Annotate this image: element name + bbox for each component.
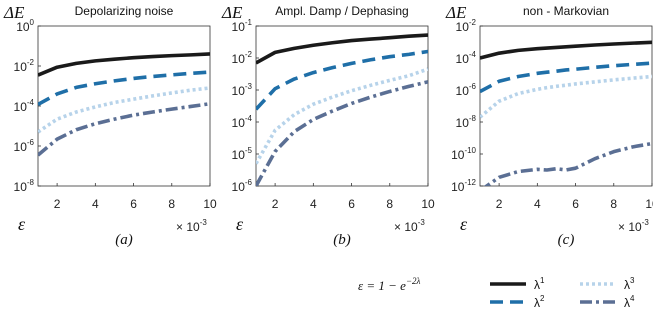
y-tick-label: 10-10 — [451, 146, 476, 162]
y-tick-label: 10-8 — [14, 178, 35, 194]
y-tick-label: 10-2 — [456, 18, 477, 34]
legend: ε = 1 − e−2λ λ1 λ2 λ3 λ4 — [358, 276, 635, 310]
legend-label-λ4: λ4 — [624, 294, 635, 310]
legend-formula: ε = 1 − e−2λ — [358, 276, 421, 293]
series-line-λ1 — [38, 52, 210, 77]
chart-title: Depolarizing noise — [75, 4, 174, 18]
x-tick-label: 8 — [386, 197, 393, 211]
x-tick-label: 2 — [272, 197, 279, 211]
series-line-λ2 — [256, 49, 428, 111]
x-tick-label: 4 — [310, 197, 317, 211]
legend-label-λ1: λ1 — [534, 276, 545, 292]
plot-frame — [479, 25, 653, 187]
y-axis-label: ΔE — [221, 3, 243, 22]
x-multiplier: × 10-3 — [176, 218, 207, 234]
y-tick-label: 10-6 — [14, 138, 35, 154]
x-axis-label: ε — [460, 214, 468, 234]
y-tick-label: 10-1 — [232, 18, 253, 34]
series-line-λ2 — [38, 70, 210, 106]
y-tick-label: 10-5 — [232, 146, 253, 162]
y-tick-label: 10-4 — [14, 98, 35, 114]
series-line-λ4 — [38, 101, 210, 157]
series-line-λ4 — [483, 141, 652, 186]
series-line-λ3 — [480, 74, 652, 119]
series-line-λ3 — [38, 86, 210, 134]
y-tick-label: 10-12 — [451, 178, 476, 194]
panel-label: (a) — [115, 232, 133, 248]
series-line-λ1 — [480, 40, 652, 60]
legend-label-λ3: λ3 — [624, 276, 635, 292]
y-axis-label: ΔE — [445, 3, 467, 22]
x-tick-label: 2 — [496, 197, 503, 211]
panel-c: 10-12 10-10 10-8 10-6 10-4 10-2 2 4 6 8 10 non - Ma… — [445, 3, 653, 248]
chart-title: non - Markovian — [523, 4, 609, 18]
x-axis-label: ε — [18, 214, 26, 234]
chart-title: Ampl. Damp / Dephasing — [275, 4, 408, 18]
panel-b: 10-6 10-5 10-4 10-3 10-2 10-1 2 4 6 8 10 Ampl. Damp… — [221, 3, 435, 248]
x-multiplier: × 10-3 — [394, 218, 425, 234]
x-tick-label: 8 — [610, 197, 617, 211]
x-tick-label: 4 — [534, 197, 541, 211]
y-tick-label: 10-4 — [232, 114, 253, 130]
y-tick-label: 10-2 — [14, 58, 35, 74]
x-tick-label: 6 — [572, 197, 579, 211]
y-tick-label: 10-4 — [456, 50, 477, 66]
panel-label: (b) — [333, 232, 351, 248]
plot-frame — [255, 25, 429, 187]
x-axis-label: ε — [236, 214, 244, 234]
y-tick-label: 10-8 — [456, 114, 477, 130]
series-line-λ2 — [480, 61, 652, 94]
series-line-λ4 — [256, 80, 428, 186]
series-line-λ3 — [256, 67, 428, 165]
y-tick-label: 10-6 — [456, 82, 477, 98]
x-tick-label: 4 — [92, 197, 99, 211]
series-line-λ1 — [256, 33, 428, 65]
x-tick-label: 10 — [421, 197, 435, 211]
x-tick-label: 10 — [645, 197, 653, 211]
x-tick-label: 6 — [348, 197, 355, 211]
panel-label: (c) — [558, 232, 575, 248]
y-tick-label: 10-6 — [232, 178, 253, 194]
y-tick-label: 10-3 — [232, 82, 253, 98]
x-tick-label: 10 — [203, 197, 217, 211]
x-tick-label: 2 — [54, 197, 61, 211]
x-tick-label: 6 — [130, 197, 137, 211]
y-axis-label: ΔE — [3, 3, 25, 22]
legend-label-λ2: λ2 — [534, 294, 545, 310]
x-multiplier: × 10-3 — [618, 218, 649, 234]
x-tick-label: 8 — [168, 197, 175, 211]
panel-a: 10-8 10-6 10-4 10-2 100 2 4 6 8 10 Depolarizing no… — [3, 3, 217, 248]
y-tick-label: 100 — [16, 18, 34, 34]
y-tick-label: 10-2 — [232, 50, 253, 66]
